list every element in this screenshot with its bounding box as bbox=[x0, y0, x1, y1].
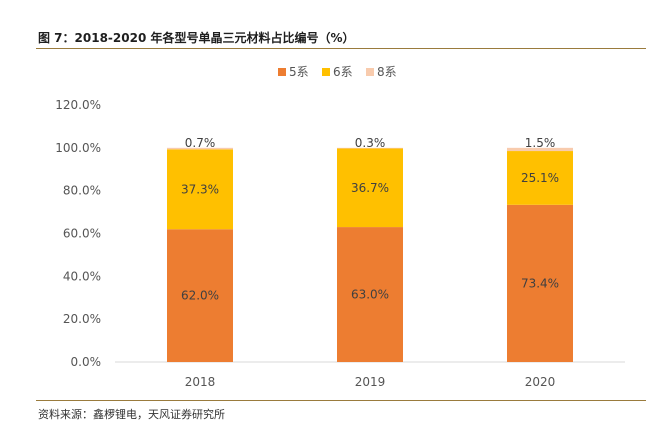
data-label: 73.4% bbox=[521, 276, 559, 290]
y-tick-label: 100.0% bbox=[55, 141, 101, 155]
x-tick-label: 2019 bbox=[355, 375, 386, 389]
x-tick-label: 2018 bbox=[185, 375, 216, 389]
data-label: 36.7% bbox=[351, 181, 389, 195]
legend-label: 6系 bbox=[333, 65, 353, 79]
legend-label: 5系 bbox=[289, 65, 309, 79]
legend-label: 8系 bbox=[377, 65, 397, 79]
y-tick-label: 120.0% bbox=[55, 98, 101, 112]
bar-segment bbox=[507, 147, 573, 152]
bar-segment bbox=[337, 147, 403, 149]
y-tick-label: 80.0% bbox=[63, 184, 101, 198]
bar-segment bbox=[337, 227, 403, 362]
data-label: 0.3% bbox=[355, 136, 386, 150]
data-label: 37.3% bbox=[181, 182, 219, 196]
footer-divider bbox=[36, 400, 646, 401]
source-note: 资料来源：鑫椤锂电，天风证券研究所 bbox=[38, 408, 225, 421]
data-label: 0.7% bbox=[185, 136, 216, 150]
x-tick-label: 2020 bbox=[525, 375, 556, 389]
legend-swatch bbox=[278, 68, 286, 76]
y-tick-label: 0.0% bbox=[71, 355, 102, 369]
legend-swatch bbox=[322, 68, 330, 76]
bar-segment bbox=[507, 204, 573, 362]
data-label: 1.5% bbox=[525, 136, 556, 150]
y-tick-label: 20.0% bbox=[63, 312, 101, 326]
data-label: 25.1% bbox=[521, 171, 559, 185]
bar-segment bbox=[337, 148, 403, 228]
bar-segment bbox=[507, 151, 573, 205]
y-tick-label: 60.0% bbox=[63, 227, 101, 241]
y-tick-label: 40.0% bbox=[63, 269, 101, 283]
bar-segment bbox=[167, 229, 233, 362]
bar-segment bbox=[167, 147, 233, 150]
bar-segment bbox=[167, 149, 233, 230]
data-label: 62.0% bbox=[181, 289, 219, 303]
title-divider bbox=[36, 48, 646, 49]
data-label: 63.0% bbox=[351, 288, 389, 302]
legend-swatch bbox=[366, 68, 374, 76]
figure-title: 图 7：2018-2020 年各型号单晶三元材料占比编号（%） bbox=[38, 31, 355, 45]
